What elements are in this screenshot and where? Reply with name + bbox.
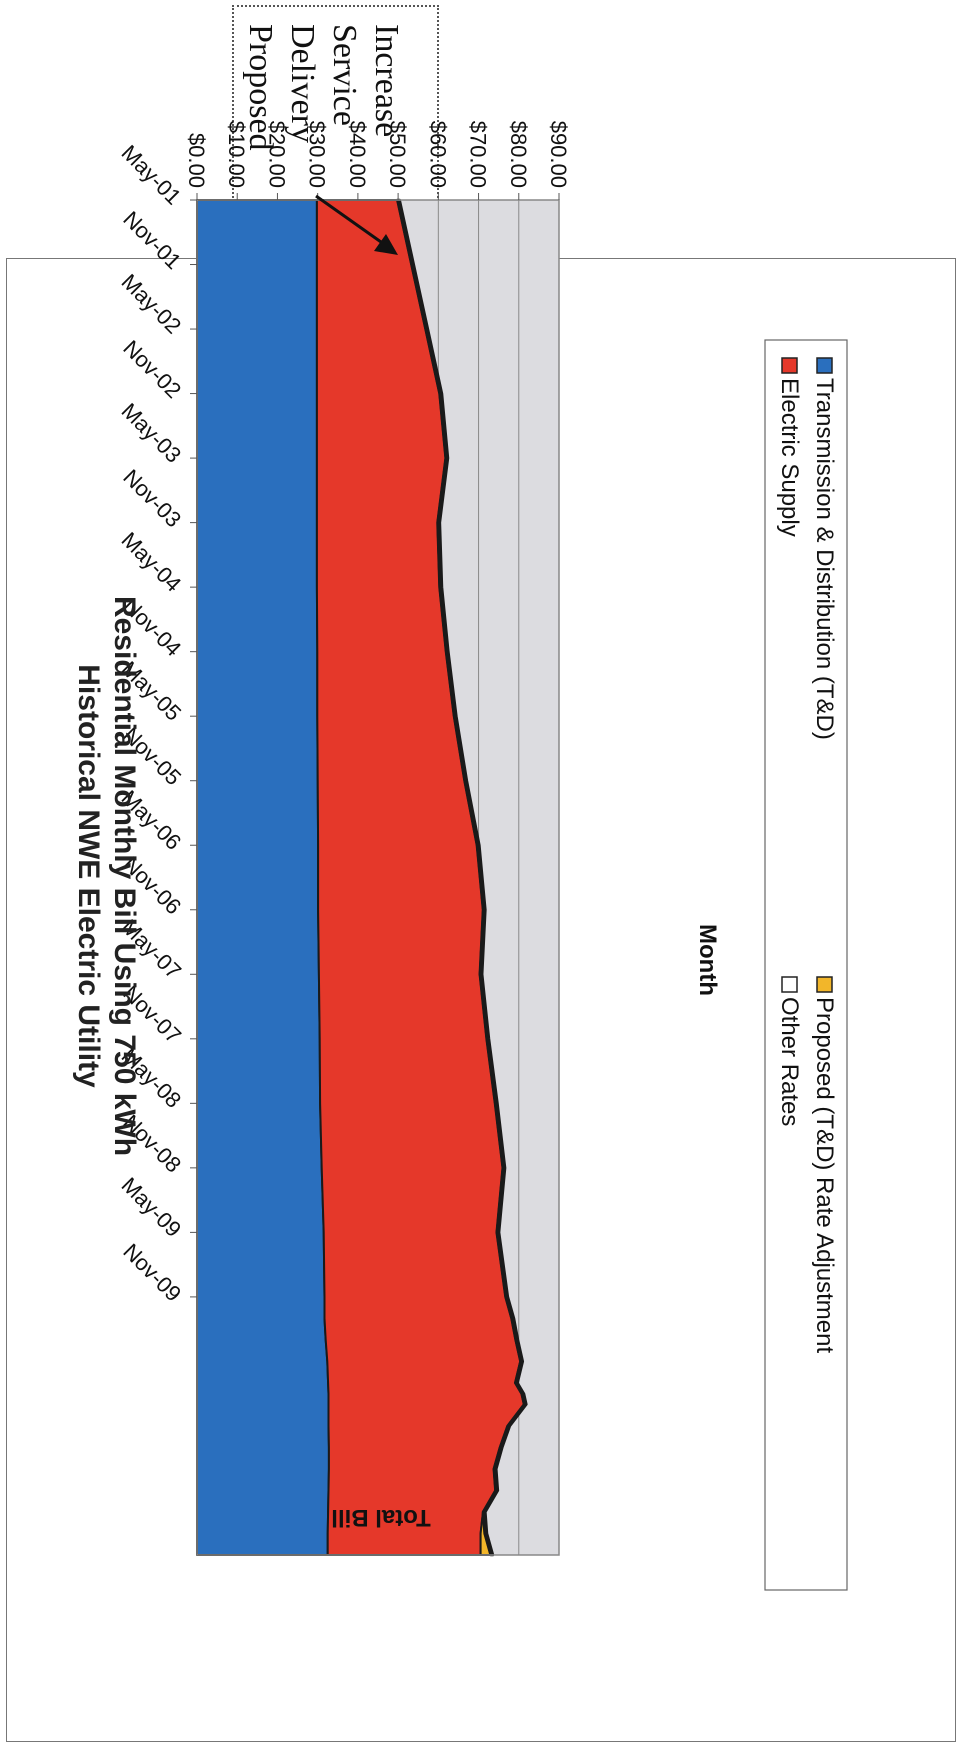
- x-tick-label: Nov-09: [118, 1239, 186, 1307]
- callout-line: Service: [326, 24, 363, 126]
- y-tick-label: $90.00: [546, 121, 571, 188]
- x-tick-label: May-02: [117, 269, 187, 339]
- y-axis-label: Total Bill: [331, 1504, 431, 1531]
- legend-swatch: [781, 357, 798, 374]
- callout-arrow-line: [315, 194, 382, 244]
- y-tick-label: $10.00: [224, 121, 249, 188]
- series-areas: [196, 198, 528, 1557]
- callout-line: Delivery: [284, 24, 321, 143]
- x-tick-label: May-03: [117, 398, 187, 468]
- callout-arrow-head: [374, 234, 398, 255]
- legend-frame: [764, 339, 848, 1591]
- legend-label: Electric Supply: [776, 378, 803, 537]
- chart-subtitle: Residential Monthly Bill Using 750 kWh: [108, 596, 141, 1156]
- x-tick-label: Nov-02: [118, 335, 186, 403]
- y-tick-label: $70.00: [466, 121, 491, 188]
- legend-swatch: [816, 976, 833, 993]
- x-tick-label: May-01: [117, 140, 187, 210]
- legend-label: Other Rates: [776, 997, 803, 1126]
- legend-label: Proposed (T&D) Rate Adjustment: [811, 997, 838, 1353]
- y-tick-label: $60.00: [425, 121, 450, 188]
- y-axis-label-wrap: Total Bill: [331, 1504, 431, 1531]
- area-transmission-distribution: [196, 199, 330, 1556]
- x-axis-label: Month: [694, 924, 721, 996]
- y-tick-label: $50.00: [385, 121, 410, 188]
- legend-swatch: [816, 357, 833, 374]
- callout-line: Increase: [368, 24, 405, 137]
- x-tick-label: May-09: [117, 1172, 187, 1242]
- y-tick-label: $80.00: [506, 121, 531, 188]
- x-tick-label: Nov-03: [118, 464, 186, 532]
- callout-box: Proposed Delivery Service Increase: [232, 5, 439, 214]
- legend-label: Transmission & Distribution (T&D): [811, 378, 838, 740]
- chart-title: Historical NWE Electric Utility: [72, 664, 105, 1088]
- y-tick-label: $40.00: [345, 121, 370, 188]
- y-tick-label: $0.00: [184, 133, 209, 188]
- legend-swatch: [781, 976, 798, 993]
- y-tick-label: $30.00: [305, 121, 330, 188]
- x-tick-label: Nov-01: [118, 206, 186, 274]
- callout-text: Proposed Delivery Service Increase: [242, 24, 405, 151]
- callout-line: Proposed: [242, 24, 279, 151]
- legend: Transmission & Distribution (T&D) Propose…: [764, 339, 848, 1591]
- x-tick-label: May-04: [117, 527, 187, 597]
- y-tick-label: $20.00: [264, 121, 289, 188]
- y-axis-ticks: $0.00 $10.00 $20.00 $30.00 $40.00 $50.00 $60.0…: [184, 121, 571, 200]
- plot-border: [196, 199, 560, 1556]
